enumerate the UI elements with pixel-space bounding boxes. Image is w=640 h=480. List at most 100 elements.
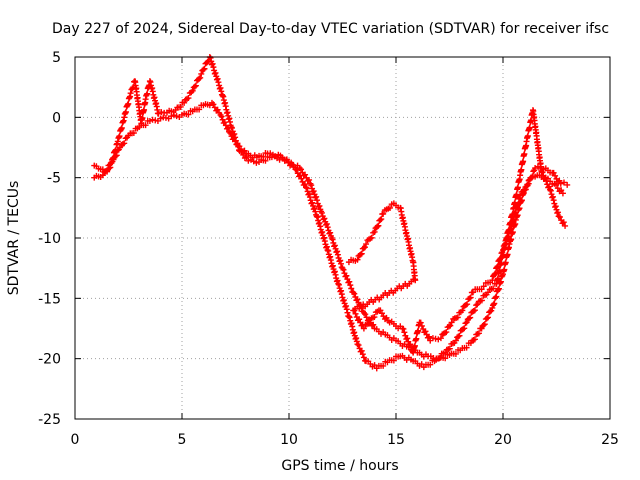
data-point <box>334 248 341 255</box>
data-point <box>497 278 504 285</box>
data-point <box>312 208 319 215</box>
data-point <box>355 342 362 349</box>
data-point <box>504 233 511 240</box>
data-point <box>559 190 566 197</box>
data-point <box>331 242 338 249</box>
data-point <box>520 158 527 165</box>
data-point <box>127 90 134 97</box>
data-point <box>232 134 239 141</box>
x-tick-label: 20 <box>494 432 512 448</box>
x-tick-label: 5 <box>178 432 187 448</box>
data-point <box>473 302 480 309</box>
data-point <box>207 54 214 61</box>
data-point <box>354 341 361 348</box>
data-point <box>142 122 149 129</box>
data-point <box>218 113 225 120</box>
data-point <box>387 204 394 211</box>
data-point <box>112 146 119 153</box>
data-point <box>550 169 557 176</box>
y-tick-label: -25 <box>38 412 61 428</box>
data-point <box>422 328 429 335</box>
data-point <box>481 321 488 328</box>
data-point <box>491 271 498 278</box>
data-point <box>555 213 562 220</box>
data-point <box>181 99 188 106</box>
data-point <box>380 362 387 369</box>
data-point <box>234 140 241 147</box>
data-point <box>116 133 123 140</box>
data-point <box>348 285 355 292</box>
data-point <box>302 171 309 178</box>
data-point <box>418 322 425 329</box>
data-point <box>360 354 367 361</box>
data-point <box>494 263 501 270</box>
data-point <box>118 124 125 131</box>
data-point <box>503 240 510 247</box>
data-point <box>292 166 299 173</box>
data-point <box>378 216 385 223</box>
data-point <box>437 335 444 342</box>
data-point <box>243 154 250 161</box>
data-point <box>362 311 369 318</box>
data-point <box>524 132 531 139</box>
data-point <box>411 342 418 349</box>
data-point <box>375 222 382 229</box>
data-point <box>358 347 365 354</box>
data-point <box>311 205 318 212</box>
data-point <box>436 355 443 362</box>
data-point <box>554 209 561 216</box>
data-point <box>125 100 132 107</box>
data-point <box>356 316 363 323</box>
data-point <box>235 143 242 150</box>
y-tick-label: 5 <box>52 50 61 66</box>
data-point <box>298 175 305 182</box>
chart-title: Day 227 of 2024, Sidereal Day-to-day VTE… <box>52 21 609 37</box>
data-point <box>550 197 557 204</box>
data-point <box>557 180 564 187</box>
data-point <box>210 101 217 108</box>
data-point <box>238 148 245 155</box>
data-point <box>221 119 228 126</box>
data-point <box>293 167 300 174</box>
data-point <box>546 183 553 190</box>
data-point <box>470 289 477 296</box>
data-point <box>539 169 546 176</box>
data-point <box>490 285 497 292</box>
data-point <box>407 341 414 348</box>
data-point <box>528 174 535 181</box>
data-point <box>556 214 563 221</box>
data-point <box>313 197 320 204</box>
data-point <box>530 168 537 175</box>
data-point <box>212 69 219 76</box>
data-point <box>196 75 203 82</box>
data-point <box>529 173 536 180</box>
data-point <box>309 199 316 206</box>
data-point <box>343 272 350 279</box>
data-point <box>467 314 474 321</box>
data-point <box>371 228 378 235</box>
data-point <box>512 209 519 216</box>
x-axis-label: GPS time / hours <box>281 458 398 474</box>
data-point <box>231 130 238 137</box>
data-point <box>351 307 358 314</box>
data-point <box>240 151 247 158</box>
data-point <box>316 202 323 209</box>
data-point <box>340 297 347 304</box>
data-point <box>324 224 331 231</box>
data-point <box>130 130 137 137</box>
data-point <box>144 90 151 97</box>
data-point <box>368 234 375 241</box>
data-point <box>185 95 192 102</box>
data-point <box>303 184 310 191</box>
y-tick-label: -20 <box>38 352 61 368</box>
data-point <box>400 325 407 332</box>
data-point <box>297 172 304 179</box>
data-point <box>549 193 556 200</box>
data-point <box>358 250 365 257</box>
data-point <box>543 178 550 185</box>
data-point <box>515 201 522 208</box>
data-point <box>518 166 525 173</box>
data-point <box>191 83 198 90</box>
data-point <box>313 193 320 200</box>
